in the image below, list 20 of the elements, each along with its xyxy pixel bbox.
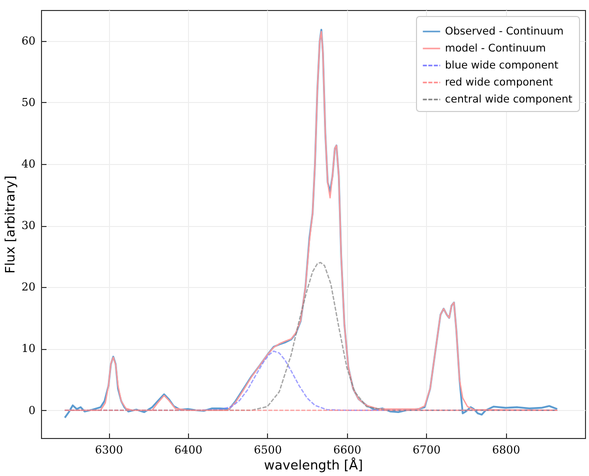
legend-label: red wide component [445,76,553,88]
y-tick-label: 0 [28,404,36,417]
x-tick-label: 6600 [333,444,362,456]
legend-label: Observed - Continuum [445,26,564,38]
y-tick-label: 30 [22,219,36,232]
y-tick-label: 40 [22,157,36,170]
x-tick-label: 6300 [95,444,124,456]
x-tick-label: 6400 [174,444,202,456]
y-tick-label: 10 [22,342,36,356]
y-tick-label: 50 [22,96,36,109]
legend-label: blue wide component [445,60,558,72]
y-axis-title: Flux [arbitrary] [4,176,19,274]
y-tick-label: 60 [22,34,36,48]
x-tick-label: 6700 [412,444,441,456]
x-tick-label: 6500 [254,444,282,456]
x-tick-label: 6800 [492,444,520,456]
x-axis-title: wavelength [Å] [264,456,363,474]
y-tick-label: 20 [22,280,36,294]
legend-label: model - Continuum [445,42,546,54]
legend-label: central wide component [445,94,572,106]
